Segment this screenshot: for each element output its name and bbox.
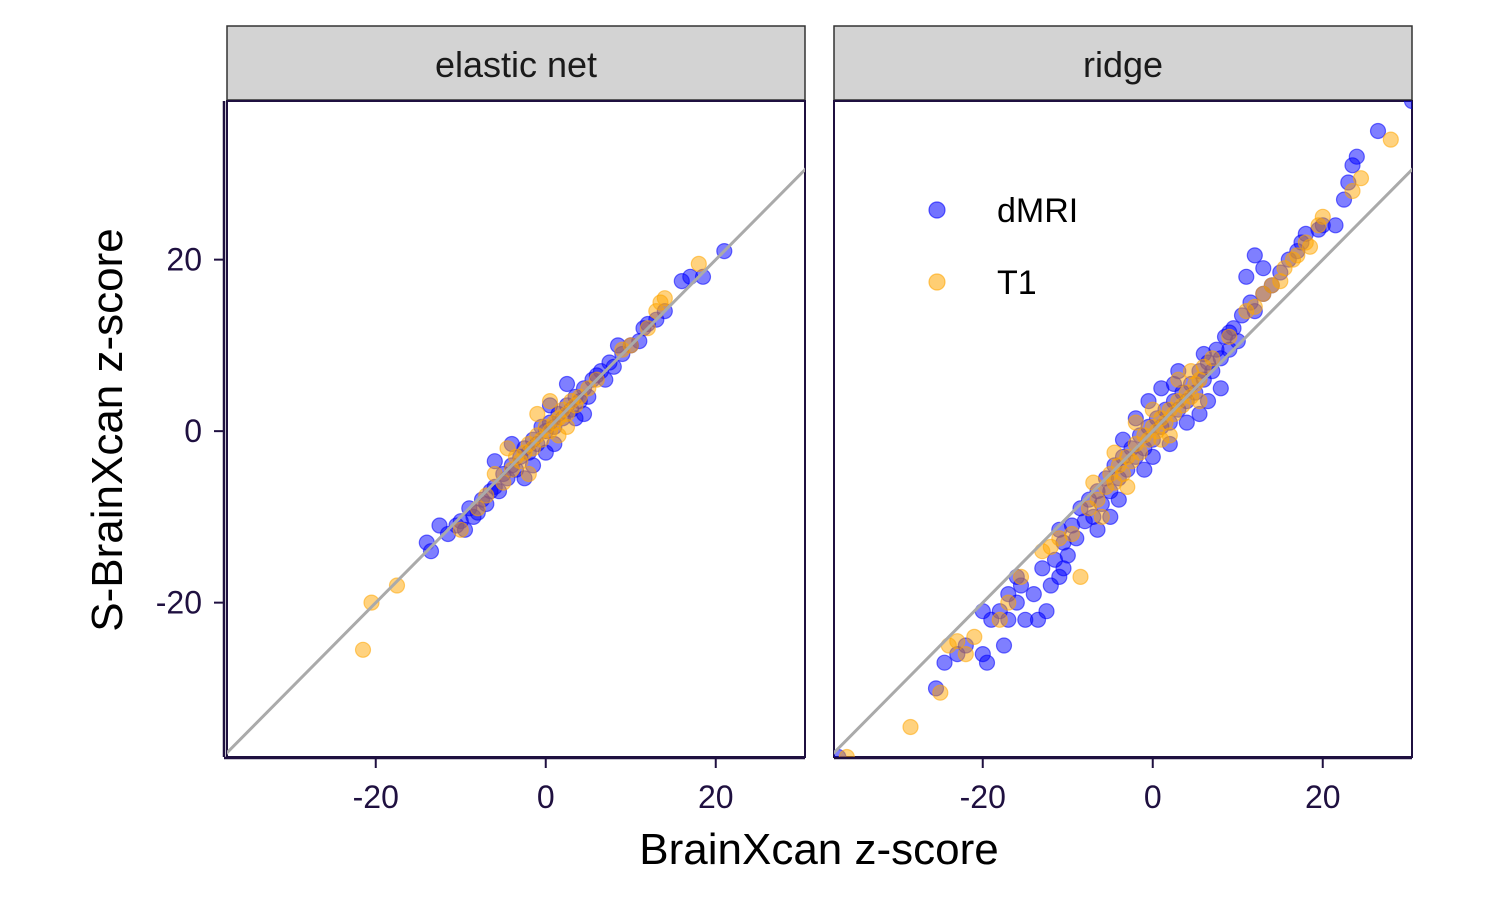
data-point-dmri [1034,560,1051,577]
data-point-t1 [354,641,372,658]
data-point-t1 [1093,508,1110,526]
data-point-t1 [1246,298,1263,315]
data-point-t1 [1191,393,1208,410]
data-point-t1 [1161,427,1178,444]
data-point-t1 [452,521,469,538]
legend-label-t1: T1 [997,264,1037,302]
x-axis-title: BrainXcan z-score [639,825,998,874]
x-tick-label: -20 [960,779,1006,815]
data-point-t1 [1089,491,1106,508]
data-point-dmri [1038,603,1055,620]
data-point-dmri [1327,217,1344,234]
legend-key-dmri [928,201,946,219]
data-point-dmri [1178,414,1195,431]
strip-background [226,25,806,101]
data-point-t1 [1144,401,1161,418]
data-point-t1 [1314,208,1331,225]
data-point-t1 [1106,444,1123,461]
data-point-dmri [1238,268,1255,285]
data-point-t1 [991,611,1008,628]
data-point-t1 [1119,478,1136,495]
y-tick-label: 0 [184,413,202,449]
data-point-t1 [932,684,949,701]
data-point-dmri [995,637,1013,654]
legend-key-t1 [928,273,946,291]
data-point-t1 [1170,371,1187,388]
data-point-dmri [1246,247,1263,264]
data-point-t1 [1289,247,1306,264]
data-point-dmri [1055,560,1072,577]
data-point-dmri [1212,380,1229,397]
data-point-dmri [936,654,953,671]
identity-line [227,167,805,755]
data-point-t1 [949,633,966,650]
data-point-dmri [1136,461,1153,478]
strip-ridge: ridge [833,25,1413,101]
data-point-t1 [529,405,546,423]
panel-elastic-net-border [226,100,806,758]
data-point-dmri [1110,491,1127,508]
data-point-t1 [656,290,673,307]
data-point-dmri [1369,122,1387,140]
data-point-t1 [558,418,576,435]
data-point-t1 [1000,594,1017,611]
data-point-t1 [1042,538,1059,556]
y-tick-label: 20 [166,242,202,278]
legend-label-dmri: dMRI [997,192,1078,230]
data-point-dmri [1255,260,1272,277]
y-axis-title: S-BrainXcan z-score [83,228,132,631]
panel-elastic-net-plot-area [227,167,805,755]
data-point-t1 [957,645,974,663]
data-point-t1 [1063,525,1081,543]
panel-ridge-border [833,100,1413,758]
data-point-t1 [1352,170,1370,187]
data-point-t1 [478,487,495,504]
data-point-t1 [966,628,983,646]
data-point-t1 [520,465,537,483]
data-point-t1 [902,718,919,736]
y-tick-label: -20 [156,585,202,621]
panel-title: elastic net [435,44,597,85]
data-point-t1 [1255,285,1272,302]
data-point-dmri [558,375,576,393]
data-point-dmri [422,543,440,560]
x-tick-label: 0 [1144,779,1162,815]
data-point-dmri [1403,101,1412,110]
data-point-t1 [1012,568,1030,586]
data-point-dmri [978,654,996,671]
panel-title: ridge [1083,44,1163,85]
data-point-t1 [690,255,707,272]
panel-ridge-plot-area [834,101,1412,757]
data-point-t1 [388,577,406,594]
data-point-dmri [605,358,622,375]
data-point-t1 [1127,414,1144,431]
data-point-t1 [1195,358,1212,375]
x-tick-label: 20 [1305,779,1341,815]
data-point-t1 [1382,131,1399,148]
identity-line [834,167,1412,755]
data-point-t1 [1344,182,1361,200]
data-point-dmri [1025,585,1042,603]
strip-background [833,25,1413,101]
data-point-t1 [1276,260,1293,277]
data-point-t1 [363,594,380,611]
data-point-t1 [541,393,559,410]
data-point-t1 [1221,328,1238,345]
x-tick-label: 20 [698,779,734,815]
data-point-t1 [838,748,855,757]
strip-elastic-net: elastic net [226,25,806,101]
data-point-t1 [1072,568,1089,586]
axis-ticks: -20 -20 0 0 20 20 -20 0 20 [156,242,1341,815]
legend: dMRI T1 [928,192,1078,302]
data-point-t1 [499,440,516,457]
x-tick-label: 0 [537,779,555,815]
data-point-t1 [1301,238,1319,255]
x-tick-label: -20 [353,779,399,815]
data-point-dmri [1348,148,1365,165]
